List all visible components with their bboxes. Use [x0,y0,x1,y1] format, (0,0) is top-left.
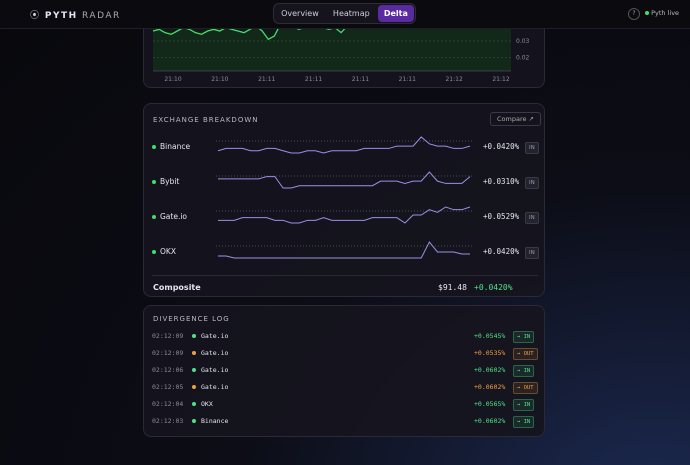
status-text: Pyth live [651,9,680,17]
header: ⦿ PYTH RADAR Overview Heatmap Delta ? Pyth… [0,0,690,29]
status-badge: IN [525,212,539,224]
log-exchange: Binance [201,417,229,425]
x-tick-label: 21:12 [492,76,509,83]
status-badge: IN [525,247,539,259]
composite-price: $91.48 [438,283,467,292]
divergence-card: DIVERGENCE LOG 02:12:09 Gate.io +0.0545% → … [143,305,545,437]
direction-badge: → IN [513,416,535,428]
log-exchange: Gate.io [201,349,229,357]
exchange-name: OKX [160,247,176,256]
sparkline [216,171,472,189]
exchange-name: Bybit [160,177,180,186]
sparkline [216,136,472,154]
log-exchange: Gate.io [201,332,229,340]
sparkline-path [218,241,470,259]
x-tick-label: 21:12 [445,76,462,83]
sparkline-path [217,136,471,154]
direction-badge: → OUT [513,348,538,360]
brand-suffix: RADAR [82,11,121,21]
direction-badge: → OUT [513,382,538,394]
log-delta: +0.0602% [474,383,506,391]
log-delta: +0.0565% [474,400,506,408]
tab-bar: Overview Heatmap Delta [273,3,416,24]
log-exchange: Gate.io [201,366,229,374]
logo: ⦿ PYTH RADAR [30,11,121,21]
exchange-delta: +0.0310% [483,177,520,186]
y-tick-label: 0.03 [516,38,530,45]
log-delta: +0.0535% [474,349,506,357]
x-tick-label: 21:11 [399,76,416,83]
composite-label: Composite [153,283,201,292]
log-delta: +0.0602% [474,366,506,374]
exchange-name: Gate.io [160,212,188,221]
log-time: 02:12:04 [152,400,184,408]
section-title: EXCHANGE BREAKDOWN [153,116,259,124]
status-dot [192,385,196,389]
compare-button[interactable]: Compare ↗ [490,112,541,126]
direction-badge: → IN [513,365,535,377]
x-tick-label: 21:11 [352,76,369,83]
sparkline-path [218,206,471,224]
status-dot [192,402,196,406]
direction-badge: → IN [513,399,535,411]
exchange-delta: +0.0420% [483,247,520,256]
x-tick-label: 21:11 [258,76,275,83]
status-dot [192,368,196,372]
log-delta: +0.0545% [474,332,506,340]
exchange-name: Binance [160,142,191,151]
help-button[interactable]: ? [628,8,640,20]
status-badge: IN [525,177,539,189]
x-tick-label: 21:11 [305,76,322,83]
exchange-card: EXCHANGE BREAKDOWN Compare ↗ Binance +0.0… [143,103,545,297]
nav-tab[interactable]: Delta [377,5,414,22]
exchange-delta: +0.0420% [483,142,520,151]
log-delta: +0.0602% [474,417,506,425]
status: Pyth live [645,9,679,17]
sparkline-path [218,171,471,189]
status-dot [152,215,156,219]
divider [152,275,538,276]
y-tick-label: 0.02 [516,55,530,62]
log-time: 02:12:09 [152,349,184,357]
sparkline [216,241,472,259]
nav-tab[interactable]: Heatmap [332,9,370,18]
status-dot [192,419,196,423]
log-time: 02:12:05 [152,383,184,391]
status-dot [192,351,196,355]
sparkline [216,206,472,224]
status-badge: IN [525,142,539,154]
log-exchange: Gate.io [201,383,229,391]
log-time: 02:12:03 [152,417,184,425]
x-tick-label: 21:10 [211,76,228,83]
status-dot [152,180,156,184]
exchange-delta: +0.0529% [483,212,520,221]
log-time: 02:12:06 [152,366,184,374]
status-dot [152,145,156,149]
nav-tab[interactable]: Overview [281,9,319,18]
direction-badge: → IN [513,331,535,343]
log-time: 02:12:09 [152,332,184,340]
status-dot [192,334,196,338]
x-tick-label: 21:10 [164,76,181,83]
status-dot [152,250,156,254]
log-exchange: OKX [201,400,213,408]
brand: PYTH [44,11,78,21]
composite-delta: +0.0420% [474,283,513,292]
section-title: DIVERGENCE LOG [153,315,230,323]
